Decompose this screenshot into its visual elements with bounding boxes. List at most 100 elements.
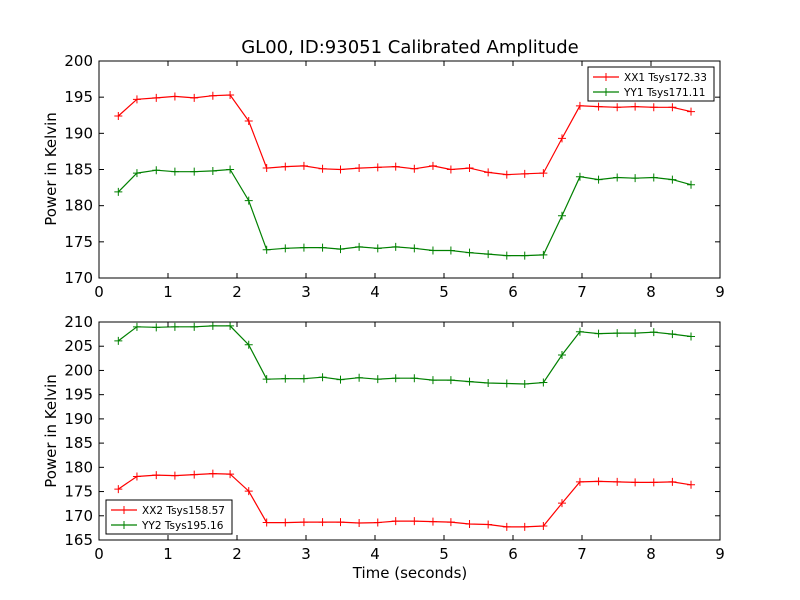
top-series-1-point (410, 164, 419, 173)
top-series-2-point (631, 174, 640, 183)
bottom-series-1-point (355, 519, 364, 528)
bottom-y-tick-label: 175 (64, 483, 93, 501)
bottom-y-tick-label: 165 (64, 531, 93, 549)
bottom-series-1-point (152, 471, 161, 480)
bottom-legend-label-2: YY2 Tsys195.16 (141, 520, 224, 532)
bottom-y-tick-label: 190 (64, 410, 93, 428)
top-series-2-line (117, 168, 692, 257)
top-legend-label-1: XX1 Tsys172.33 (624, 72, 707, 84)
top-series-1-line (117, 94, 692, 176)
bottom-series-2-point (446, 376, 455, 385)
top-series-1-point (668, 103, 677, 112)
top-series-2-point (613, 173, 622, 182)
top-series-1-point (373, 163, 382, 172)
bottom-series-1-point (594, 477, 603, 486)
top-legend-marker-2 (602, 88, 610, 96)
top-series-2-point (594, 175, 603, 184)
top-y-tick-label: 180 (64, 197, 93, 215)
bottom-x-tick-label: 4 (370, 545, 380, 563)
top-series-2-point (557, 211, 566, 220)
top-series-2-point (484, 250, 493, 259)
bottom-legend-label-1: XX2 Tsys158.57 (142, 505, 225, 517)
top-series-2-point (520, 251, 529, 260)
bottom-series-2-point (649, 328, 658, 337)
bottom-legend-marker-2 (120, 521, 128, 529)
top-series-1-point (318, 164, 327, 173)
top-series-2-point (318, 243, 327, 252)
bottom-series-1-point (391, 517, 400, 526)
top-legend-marker-1 (602, 73, 610, 81)
bottom-y-tick-label: 210 (64, 313, 93, 331)
top-series-1-point (132, 95, 141, 104)
top-series-2-point (687, 180, 696, 189)
bottom-series-2-point (281, 374, 290, 383)
bottom-legend: XX2 Tsys158.57 YY2 Tsys195.16 (105, 499, 233, 535)
top-series-1-point (170, 92, 179, 101)
bottom-series-1-point (631, 478, 640, 487)
top-legend: XX1 Tsys172.33 YY1 Tsys171.11 (587, 66, 715, 102)
bottom-series-1-point (428, 517, 437, 526)
top-y-tick-label: 200 (64, 52, 93, 70)
bottom-series-2-point (170, 322, 179, 331)
bottom-series-1-point (557, 499, 566, 508)
bottom-y-axis-label: Power in Kelvin (42, 374, 60, 488)
bottom-series-1-point (208, 469, 217, 478)
top-series-2-point (208, 166, 217, 175)
bottom-series-1-point (336, 518, 345, 527)
top-series-1-point (631, 102, 640, 111)
bottom-series-2-point (208, 321, 217, 330)
bottom-series-2-point (114, 336, 123, 345)
top-series-1-point (613, 103, 622, 112)
top-series-1-point (502, 170, 511, 179)
top-series-2-point (190, 167, 199, 176)
bottom-series-1-point (687, 480, 696, 489)
bottom-series-1-point (244, 487, 253, 496)
bottom-x-tick-label: 3 (301, 545, 311, 563)
top-plot: Power in Kelvin 0 1 2 3 4 5 6 7 8 9 170 175 180 185 19… (42, 52, 725, 301)
top-series-1-point (152, 93, 161, 102)
top-series-2-point (668, 175, 677, 184)
bottom-series-2-point (226, 321, 235, 330)
bottom-series-1-point (373, 518, 382, 527)
top-series-1-point (539, 169, 548, 178)
bottom-series-1-point (649, 478, 658, 487)
top-x-tick-label: 9 (715, 283, 725, 301)
top-x-tick-label: 1 (163, 283, 173, 301)
bottom-series-1-point (318, 518, 327, 527)
bottom-series-2-point (318, 373, 327, 382)
bottom-x-tick-label: 1 (163, 545, 173, 563)
top-series-2-point (281, 244, 290, 253)
top-series-1-point (520, 169, 529, 178)
top-y-axis-label: Power in Kelvin (42, 112, 60, 226)
bottom-y-tick-label: 180 (64, 458, 93, 476)
top-series-2-point (539, 250, 548, 259)
bottom-series-1-point (132, 472, 141, 481)
top-series-1-point (114, 111, 123, 120)
bottom-x-tick-label: 6 (508, 545, 518, 563)
bottom-series-2-point (539, 378, 548, 387)
top-legend-box (587, 66, 715, 102)
bottom-plot: Power in Kelvin Time (seconds) 0 1 2 3 4 5 6 7 8… (42, 313, 725, 582)
top-x-tick-label: 7 (577, 283, 587, 301)
bottom-series-2-point (668, 330, 677, 339)
bottom-series-2-point (152, 323, 161, 332)
bottom-x-tick-label: 9 (715, 545, 725, 563)
bottom-series-1-point (262, 518, 271, 527)
top-series-1-point (281, 162, 290, 171)
top-series-2-point (299, 243, 308, 252)
top-x-tick-label: 4 (370, 283, 380, 301)
bottom-series-2-point (575, 327, 584, 336)
bottom-series-2-point (132, 322, 141, 331)
bottom-series-2-point (262, 375, 271, 384)
top-series-2-point (465, 248, 474, 257)
top-series-1-point (244, 117, 253, 126)
top-series-2-point (355, 242, 364, 251)
bottom-x-tick-label: 8 (646, 545, 656, 563)
top-y-tick-label: 185 (64, 161, 93, 179)
top-series-2-point (373, 244, 382, 253)
top-x-tick-label: 5 (439, 283, 449, 301)
bottom-x-tick-label: 2 (232, 545, 242, 563)
bottom-series-2-point (336, 375, 345, 384)
top-series-1-point (355, 164, 364, 173)
bottom-series-2-point (484, 379, 493, 388)
